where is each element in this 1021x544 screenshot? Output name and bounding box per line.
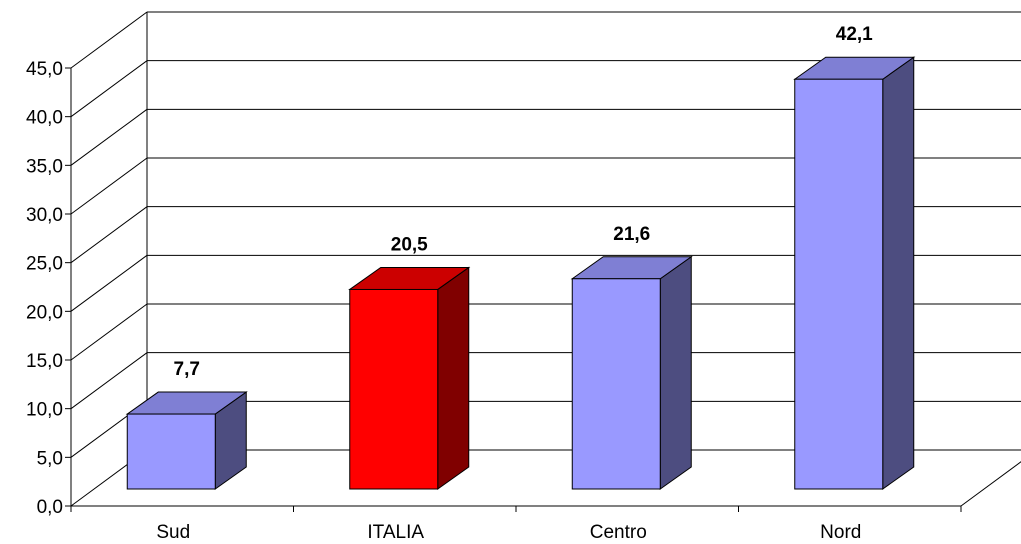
data-label: 42,1 bbox=[836, 24, 873, 45]
axes bbox=[65, 67, 962, 512]
data-label: 21,6 bbox=[613, 224, 650, 245]
y-tick-label: 25,0 bbox=[26, 254, 63, 275]
bars bbox=[125, 56, 916, 490]
y-tick-label: 45,0 bbox=[26, 59, 63, 80]
y-tick-label: 35,0 bbox=[26, 156, 63, 177]
gridline-side bbox=[70, 303, 148, 361]
y-tick-label: 30,0 bbox=[26, 205, 63, 226]
bar-side bbox=[659, 255, 692, 490]
gridline-side bbox=[70, 206, 148, 264]
bar-centro bbox=[570, 255, 693, 490]
bar-front bbox=[794, 78, 884, 490]
bar-italia bbox=[348, 266, 471, 490]
y-tick-label: 10,0 bbox=[26, 400, 63, 421]
data-label: 20,5 bbox=[391, 234, 428, 255]
gridline-side bbox=[70, 157, 148, 215]
bar-front bbox=[571, 278, 661, 490]
data-label: 7,7 bbox=[174, 359, 200, 380]
gridline-side bbox=[70, 60, 148, 118]
x-tick-label: ITALIA bbox=[367, 522, 424, 543]
bar-side bbox=[882, 56, 915, 490]
y-tick-label: 5,0 bbox=[37, 448, 63, 469]
gridline-side bbox=[70, 108, 148, 166]
y-tick-label: 15,0 bbox=[26, 351, 63, 372]
y-tick-label: 0,0 bbox=[37, 497, 63, 518]
y-tick-label: 20,0 bbox=[26, 302, 63, 323]
floor-right-edge bbox=[960, 461, 1021, 507]
y-tick-label: 40,0 bbox=[26, 108, 63, 129]
labels: 0,0 5,0 10,0 15,0 20,0 25,0 30,0 35,0 40,0 45,0 7,… bbox=[26, 24, 873, 543]
gridline-side bbox=[70, 352, 148, 410]
bar-sud bbox=[125, 391, 248, 490]
bar-nord bbox=[793, 56, 916, 490]
gridline-side bbox=[70, 11, 148, 69]
x-tick-label: Sud bbox=[156, 522, 190, 543]
bar-front bbox=[349, 288, 439, 490]
bar-side bbox=[437, 266, 470, 490]
x-tick-label: Nord bbox=[820, 522, 861, 543]
gridline-side bbox=[70, 254, 148, 312]
x-tick-label: Centro bbox=[590, 522, 647, 543]
bar-front bbox=[126, 413, 216, 490]
